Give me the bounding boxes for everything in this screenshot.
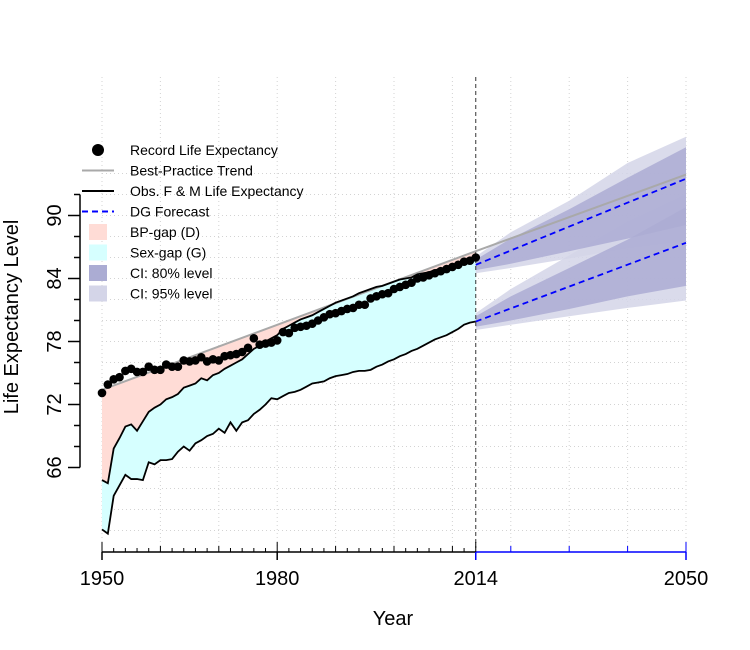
y-tick-label: 72 (44, 393, 66, 415)
record-points (97, 253, 481, 398)
legend-item: CI: 95% level (89, 285, 212, 302)
record-point (360, 300, 370, 310)
sex-gap-area (102, 258, 476, 534)
legend-label: CI: 95% level (130, 286, 212, 302)
legend-swatch-fill (89, 265, 107, 281)
ci-band-80-female (475, 147, 686, 271)
female-life-expectancy-line (101, 257, 477, 485)
legend-label: Record Life Expectancy (130, 142, 278, 158)
x-axis-title: Year (373, 608, 414, 630)
ci-band-80-male (475, 207, 686, 327)
record-point (471, 253, 481, 262)
forecast-male-line (475, 241, 687, 323)
axes: 66 72 78 84 90 1950 1980 2014 2050 (44, 193, 709, 590)
x-tick-label: 1950 (80, 568, 125, 590)
legend: Record Life Expectancy Best-Practice Tren… (82, 142, 304, 302)
y-axis-title: Life Expectancy Level (1, 220, 23, 415)
legend-label: BP-gap (D) (130, 224, 200, 240)
record-point (243, 343, 253, 353)
confidence-intervals (475, 136, 686, 330)
legend-item: Obs. F & M Life Expectancy (82, 183, 304, 199)
y-tick-label: 84 (44, 267, 66, 289)
legend-item: BP-gap (D) (89, 224, 200, 240)
legend-item: Record Life Expectancy (92, 142, 278, 158)
record-point (156, 365, 165, 375)
legend-swatch-fill (89, 244, 107, 261)
x-tick-label: 1980 (255, 568, 300, 590)
legend-item: DG Forecast (82, 204, 209, 220)
legend-label: Sex-gap (G) (130, 245, 206, 261)
best-practice-trend-line (101, 173, 687, 391)
legend-label: Best-Practice Trend (130, 163, 253, 179)
y-tick-label: 66 (44, 456, 66, 478)
y-tick-label: 78 (44, 330, 66, 352)
legend-swatch-fill (89, 224, 107, 240)
x-tick-label: 2050 (664, 568, 709, 590)
record-point (272, 336, 282, 345)
grid (101, 77, 687, 548)
series-lines (101, 77, 687, 548)
male-life-expectancy-line (101, 320, 476, 536)
legend-label: CI: 80% level (130, 265, 212, 281)
record-point (103, 380, 113, 389)
legend-item: Best-Practice Trend (82, 163, 253, 179)
y-tick-label: 90 (44, 204, 66, 226)
x-tick-label: 2014 (454, 568, 499, 590)
legend-swatch-fill (89, 285, 107, 302)
record-point (115, 372, 124, 382)
record-point (138, 367, 148, 377)
legend-label: Obs. F & M Life Expectancy (130, 183, 304, 199)
record-point (249, 334, 259, 343)
record-point (97, 388, 107, 398)
legend-item: CI: 80% level (89, 265, 212, 281)
legend-label: DG Forecast (130, 204, 209, 220)
legend-swatch-point (92, 144, 104, 156)
record-point (173, 362, 183, 372)
record-point (284, 328, 294, 338)
forecast-female-line (475, 177, 687, 266)
legend-item: Sex-gap (G) (89, 244, 206, 261)
